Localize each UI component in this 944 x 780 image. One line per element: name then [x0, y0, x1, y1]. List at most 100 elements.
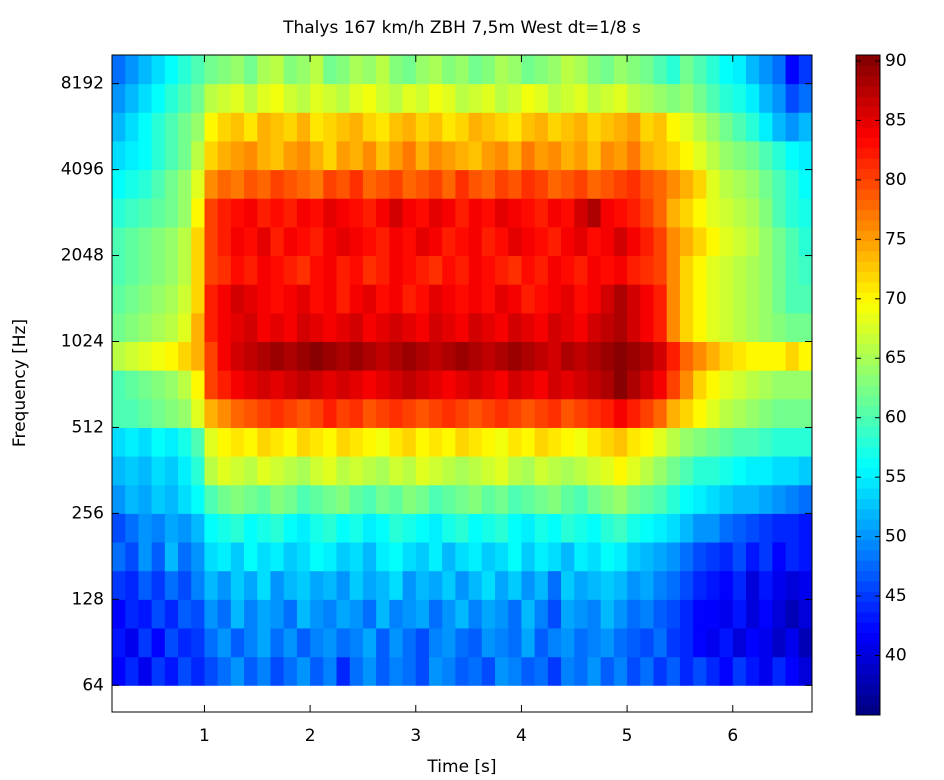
cell: [389, 83, 404, 113]
colorbar-step: [856, 663, 880, 675]
cell: [151, 226, 166, 257]
cell: [178, 55, 192, 85]
cell: [112, 83, 126, 113]
cell: [759, 55, 773, 85]
cell: [666, 140, 681, 171]
cell: [561, 513, 575, 543]
cell: [653, 570, 668, 600]
cell: [428, 312, 443, 342]
cell: [349, 398, 364, 428]
cell: [561, 398, 575, 428]
cell: [468, 513, 483, 543]
cell: [745, 398, 760, 428]
cell: [468, 284, 483, 314]
cell: [389, 341, 404, 371]
cell: [349, 627, 364, 658]
cell: [745, 112, 760, 142]
cell: [270, 341, 285, 371]
cell: [561, 341, 575, 371]
cell: [257, 599, 271, 629]
cell: [613, 656, 628, 686]
cell: [508, 198, 522, 228]
cell: [785, 112, 800, 142]
cell: [798, 484, 813, 514]
cell: [323, 513, 338, 543]
cell: [706, 513, 721, 543]
cell: [191, 427, 205, 457]
cell: [666, 255, 681, 285]
cell: [270, 255, 285, 285]
cell: [336, 55, 351, 85]
cell: [125, 427, 139, 457]
colorbar-step: [856, 704, 880, 716]
cell: [759, 484, 773, 514]
cell: [125, 284, 139, 314]
cell: [257, 55, 271, 85]
cell: [112, 312, 126, 342]
cell: [574, 484, 588, 514]
cell: [627, 55, 641, 85]
cell: [442, 83, 456, 113]
cell: [191, 513, 205, 543]
cell: [600, 341, 615, 371]
cell: [442, 284, 456, 314]
cell: [521, 484, 536, 514]
cell: [151, 599, 166, 629]
cell: [508, 341, 522, 371]
cell: [455, 370, 470, 400]
cell: [640, 226, 655, 257]
cell: [468, 312, 483, 342]
cell: [376, 112, 390, 142]
cell: [547, 312, 562, 342]
cell: [495, 513, 509, 543]
cell: [653, 255, 668, 285]
cell: [666, 312, 681, 342]
cell: [428, 542, 443, 572]
cell: [785, 599, 800, 629]
x-tick-label: 3: [410, 726, 421, 746]
cell: [310, 198, 324, 228]
cell: [164, 284, 179, 314]
cell: [270, 656, 285, 686]
cell: [785, 398, 800, 428]
cell: [230, 542, 245, 572]
cell: [495, 312, 509, 342]
cell: [244, 284, 258, 314]
cell: [772, 427, 787, 457]
cell: [772, 542, 787, 572]
cell: [547, 284, 562, 314]
cell: [627, 627, 641, 658]
colorbar-step: [856, 570, 880, 582]
cell: [310, 570, 324, 600]
cell: [613, 83, 628, 113]
cell: [547, 112, 562, 142]
cell: [204, 627, 219, 658]
cell: [574, 169, 588, 199]
cell: [640, 55, 655, 85]
colorbar-step: [856, 488, 880, 499]
cell: [125, 398, 139, 428]
cell: [257, 312, 271, 342]
cell: [217, 255, 232, 285]
x-tick-label: 1: [199, 726, 210, 746]
cell: [547, 542, 562, 572]
cell: [495, 83, 509, 113]
cell: [666, 656, 681, 686]
cell: [706, 370, 721, 400]
cell: [138, 83, 153, 113]
cell: [415, 55, 430, 85]
cell: [217, 112, 232, 142]
cell: [587, 427, 602, 457]
cell: [508, 599, 522, 629]
cell: [561, 55, 575, 85]
cell: [270, 427, 285, 457]
cell: [719, 427, 734, 457]
cell: [230, 370, 245, 400]
cell: [164, 427, 179, 457]
cell: [693, 427, 707, 457]
cell: [415, 570, 430, 600]
cell: [442, 55, 456, 85]
colorbar-tick-label: 60: [885, 408, 907, 428]
cell: [600, 112, 615, 142]
cell: [759, 83, 773, 113]
